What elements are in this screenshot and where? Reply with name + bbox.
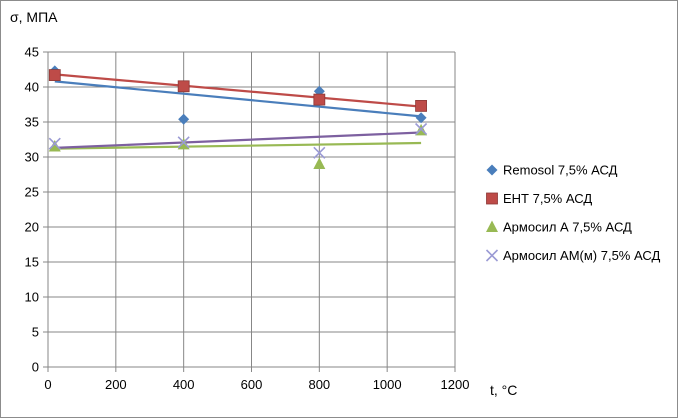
x-tick-label: 200 (105, 377, 127, 392)
data-markers (48, 65, 428, 169)
data-point-series-3 (313, 157, 326, 169)
y-tick-label: 25 (25, 185, 39, 200)
data-point-series-1 (178, 113, 190, 125)
data-point-series-2 (177, 80, 190, 93)
trendline-series-1 (54, 80, 422, 118)
x-tick-label: 0 (44, 377, 51, 392)
data-point-series-1 (415, 112, 427, 124)
data-point-series-4 (177, 136, 190, 149)
x-axis-label: t, °С (490, 382, 517, 398)
data-point-series-2 (415, 100, 427, 112)
y-tick-label: 35 (25, 115, 39, 130)
trendlines (54, 73, 422, 150)
x-tick-label: 1200 (441, 377, 470, 392)
legend-label-series-3: Армосил А 7,5% АСД (503, 220, 632, 235)
x-tick-label: 600 (241, 377, 263, 392)
data-point-series-4 (415, 122, 428, 136)
legend-marker-series-4 (485, 249, 499, 262)
y-tick-label: 40 (25, 80, 39, 95)
legend-marker-series-1 (486, 164, 498, 176)
y-tick-label: 20 (25, 220, 39, 235)
legend-marker-series-2 (486, 192, 498, 205)
y-tick-label: 10 (25, 290, 39, 305)
tick-labels: 0 5 10 15 20 25 30 35 40 45 0 200 400 600 800 1000 1200 (25, 45, 470, 393)
trendline-series-2 (54, 73, 422, 108)
axes (43, 51, 456, 372)
y-axis-label: σ, МПА (10, 9, 58, 25)
legend-label-series-2: ЕНТ 7,5% АСД (503, 191, 592, 206)
y-tick-label: 30 (25, 150, 39, 165)
y-tick-label: 5 (32, 325, 39, 340)
data-point-series-2 (313, 93, 326, 106)
data-point-series-3 (177, 137, 190, 150)
y-tick-label: 0 (32, 360, 39, 375)
data-point-series-3 (48, 140, 61, 152)
trendline-series-3 (54, 141, 422, 150)
x-tick-label: 800 (308, 377, 330, 392)
legend-marker-series-3 (486, 220, 498, 232)
trendline-series-4 (54, 131, 422, 149)
data-point-series-4 (48, 137, 61, 150)
legend: Remosol 7,5% АСД ЕНТ 7,5% АСД Армосил А 7,… (485, 163, 660, 263)
data-point-series-4 (313, 146, 326, 159)
legend-label-series-4: Армосил АМ(м) 7,5% АСД (503, 248, 660, 263)
y-tick-label: 15 (25, 255, 39, 270)
data-point-series-2 (48, 69, 61, 81)
legend-label-series-1: Remosol 7,5% АСД (503, 163, 618, 178)
y-tick-label: 45 (25, 45, 39, 60)
x-tick-label: 400 (173, 377, 195, 392)
x-tick-label: 1000 (373, 377, 402, 392)
